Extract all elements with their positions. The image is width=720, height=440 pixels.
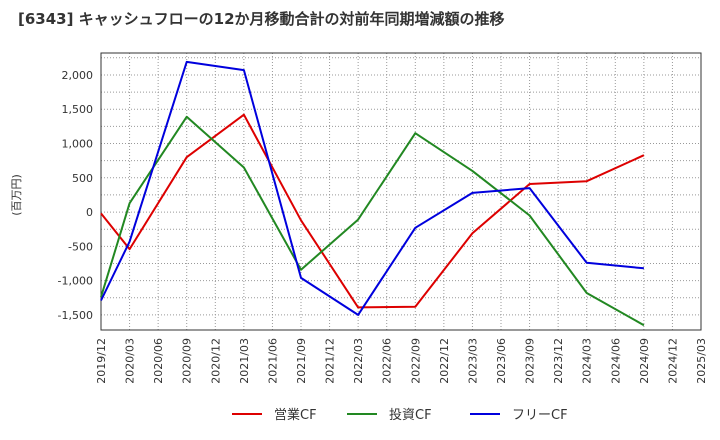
x-tick-label: 2024/03: [581, 338, 594, 384]
y-axis-label: (百万円): [10, 174, 23, 216]
y-tick-label: -1,000: [58, 275, 93, 288]
legend: 営業CF 投資CF フリーCF: [232, 407, 568, 423]
x-tick-label: 2024/09: [638, 338, 651, 384]
y-tick-label: 500: [72, 172, 93, 185]
series-layer: [100, 60, 645, 327]
x-tick-label: 2021/12: [324, 338, 337, 384]
series-line: [100, 60, 644, 316]
x-tick-label: 2024/12: [666, 338, 679, 384]
x-tick-label: 2020/03: [124, 338, 137, 384]
x-tick-label: 2023/06: [495, 338, 508, 384]
y-tick-label: 1,500: [62, 103, 94, 116]
x-tick-label: 2020/06: [152, 338, 165, 384]
chart-title: [6343] キャッシュフローの12か月移動合計の対前年同期増減額の推移: [18, 10, 505, 28]
legend-label: 営業CF: [274, 407, 317, 423]
x-tick-label: 2025/03: [695, 338, 708, 384]
x-tick-label: 2022/12: [438, 338, 451, 384]
x-tick-label: 2023/03: [466, 338, 479, 384]
plot-area-border: [100, 52, 702, 331]
x-axis-ticks: 2019/12 2020/03 2020/06 2020/09 2020/12 2021/…: [95, 338, 708, 384]
legend-label: 投資CF: [389, 407, 432, 423]
x-tick-label: 2021/06: [266, 338, 279, 384]
x-tick-label: 2022/03: [352, 338, 365, 384]
x-tick-label: 2023/09: [524, 338, 537, 384]
x-tick-label: 2024/06: [609, 338, 622, 384]
x-tick-label: 2021/09: [295, 338, 308, 384]
x-tick-label: 2019/12: [95, 338, 108, 384]
x-tick-label: 2023/12: [552, 338, 565, 384]
legend-label: フリーCF: [512, 408, 568, 423]
series-line: [100, 115, 645, 327]
y-tick-label: 1,000: [62, 138, 94, 151]
y-tick-label: -1,500: [58, 309, 93, 322]
series-line: [100, 113, 645, 309]
x-tick-label: 2021/03: [238, 338, 251, 384]
x-tick-label: 2020/12: [209, 338, 222, 384]
x-tick-label: 2020/09: [181, 338, 194, 384]
y-tick-label: -500: [68, 240, 93, 253]
y-axis-ticks: 2,000 1,500 1,000 500 0 -500 -1,000 -1,500: [58, 69, 93, 322]
x-tick-label: 2022/06: [381, 338, 394, 384]
y-tick-label: 0: [86, 206, 93, 219]
grid-layer: [101, 53, 701, 330]
x-tick-label: 2022/09: [409, 338, 422, 384]
y-tick-label: 2,000: [62, 69, 94, 82]
